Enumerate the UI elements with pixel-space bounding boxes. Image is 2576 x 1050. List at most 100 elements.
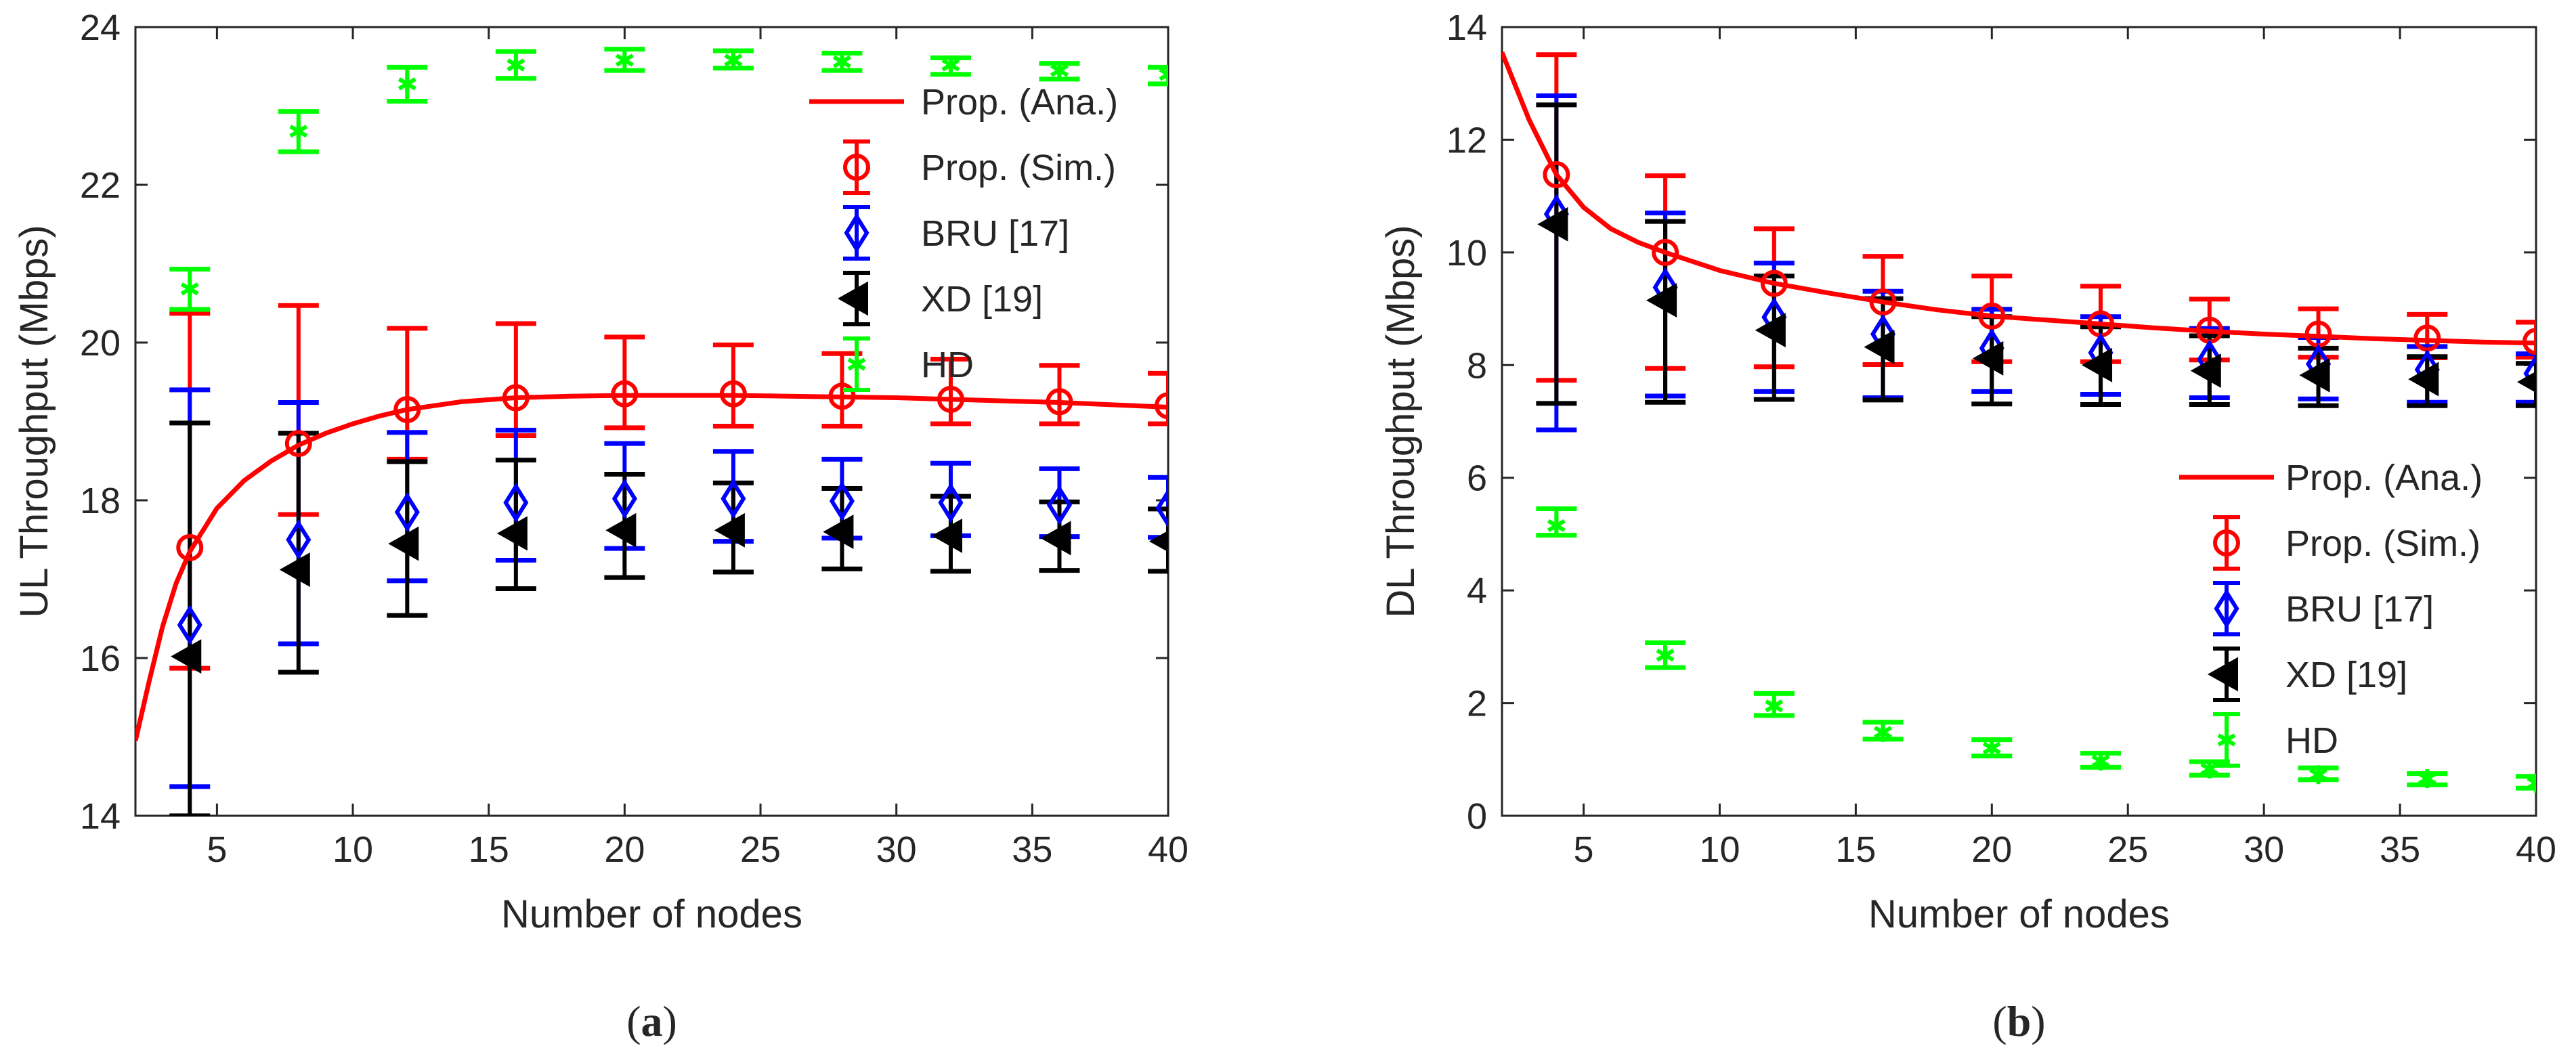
x-tick-label: 10 [332,829,373,870]
axes-box [134,26,1169,817]
data-point-diamond [1155,487,1168,529]
y-tick-label: 18 [80,481,121,521]
data-point-triangle-left [823,515,854,550]
legend-label: Prop. (Sim.) [2285,523,2481,564]
data-point-triangle-left [2516,371,2536,393]
data-point-asterisk [2091,751,2110,771]
data-point-asterisk [832,52,851,72]
data-point-circle [611,380,639,408]
y-tick-label: 14 [1446,7,1487,48]
legend-marker-asterisk [847,355,866,374]
y-tick-label: 16 [80,638,121,679]
data-point-circle [1978,302,2006,330]
y-tick-label: 6 [1467,458,1487,499]
data-point-triangle-left [1755,313,1786,348]
x-tick-label: 25 [2107,829,2148,870]
legend-label: HD [2285,720,2338,761]
x-tick-label: 5 [1574,829,1594,870]
panel-caption: (a) [626,997,677,1045]
legend-label: HD [921,345,974,385]
legend-marker-triangle-left [2207,657,2238,692]
panel-caption-paren: ( [1992,997,2006,1045]
data-point-triangle-left [496,516,528,551]
x-tick-label: 40 [1148,829,1188,870]
legend-marker-asterisk [2217,730,2236,749]
data-point-triangle-left [2081,347,2113,382]
data-point-diamond [938,482,964,523]
data-point-triangle-left [388,526,419,561]
data-point-asterisk [615,50,634,70]
legend: Prop. (Ana.) Prop. (Sim.) BRU [17] XD [19] H… [2179,458,2483,768]
x-tick-label: 20 [604,829,645,870]
data-point-asterisk [289,121,308,141]
legend-label: XD [19] [921,279,1043,320]
analytic-curve [1502,51,2536,346]
data-point-asterisk [180,279,199,299]
data-point-asterisk [1874,722,1893,742]
data-point-diamond [2523,353,2536,394]
y-tick-label: 8 [1467,345,1487,386]
x-tick-label: 40 [2516,829,2556,870]
panel-caption-letter: b [2007,997,2032,1045]
y-tick-label: 14 [80,796,121,837]
data-point-circle [502,384,530,412]
data-point-circle [2523,328,2536,355]
legend-marker-circle [2213,529,2240,556]
data-point-diamond [1046,485,1073,525]
data-point-asterisk [1159,64,1168,84]
data-point-triangle-left [605,512,637,548]
axes-box [1501,26,2537,817]
data-point-circle [1652,238,1679,266]
analytic-curve [135,393,1168,742]
y-axis-label: UL Throughput (Mbps) [12,225,56,617]
panel-caption-paren: ) [663,997,677,1045]
data-point-asterisk [724,50,743,70]
data-point-triangle-left [1973,341,2004,376]
plot-area [1502,51,2536,793]
data-point-asterisk [2418,769,2437,789]
data-point-asterisk [1656,645,1675,665]
data-point-triangle-left [2299,357,2330,393]
data-point-circle [1869,288,1897,316]
data-point-triangle-left [1537,206,1568,242]
panel-caption-paren: ( [626,997,641,1045]
y-tick-label: 10 [1446,233,1487,274]
data-point-asterisk [2527,773,2536,793]
data-point-diamond [829,481,855,521]
x-tick-label: 35 [2380,829,2420,870]
data-point-triangle-left [1040,521,1071,556]
data-point-diamond [177,605,202,645]
data-point-circle [1155,392,1168,420]
panel-caption-letter: a [641,997,663,1045]
y-tick-label: 4 [1467,571,1487,611]
data-point-triangle-left [931,519,962,553]
data-point-triangle-left [1646,283,1677,318]
data-point-diamond [611,479,637,519]
data-point-diamond [721,479,746,519]
data-point-circle [1760,269,1788,297]
data-point-circle [1543,161,1570,189]
x-axis-label: Number of nodes [1868,892,2170,936]
x-tick-label: 25 [740,829,781,870]
data-point-asterisk [941,55,960,74]
data-point-asterisk [1547,516,1566,535]
x-tick-label: 10 [1699,829,1740,870]
y-tick-label: 22 [80,165,121,206]
legend-label: BRU [17] [921,213,1069,254]
y-tick-label: 0 [1467,796,1487,837]
legend-label: Prop. (Sim.) [921,148,1116,188]
legend-marker-triangle-left [837,281,868,316]
x-tick-label: 15 [469,829,509,870]
data-point-triangle-left [1149,530,1168,552]
panel-caption-paren: ) [2031,997,2045,1045]
panel-a: 5 10 15 20 25 30 35 40 14 16 18 20 22 24 Number of nod… [12,7,1188,1045]
legend-marker-diamond [844,213,870,253]
legend-label: Prop. (Ana.) [921,82,1118,123]
data-point-circle [1046,388,1073,416]
legend-marker-diamond [2214,588,2239,629]
legend: Prop. (Ana.) Prop. (Sim.) BRU [17] XD [19] H… [809,82,1118,392]
data-point-asterisk [2309,765,2328,785]
plot-area [135,47,1168,816]
data-point-triangle-left [279,552,310,587]
